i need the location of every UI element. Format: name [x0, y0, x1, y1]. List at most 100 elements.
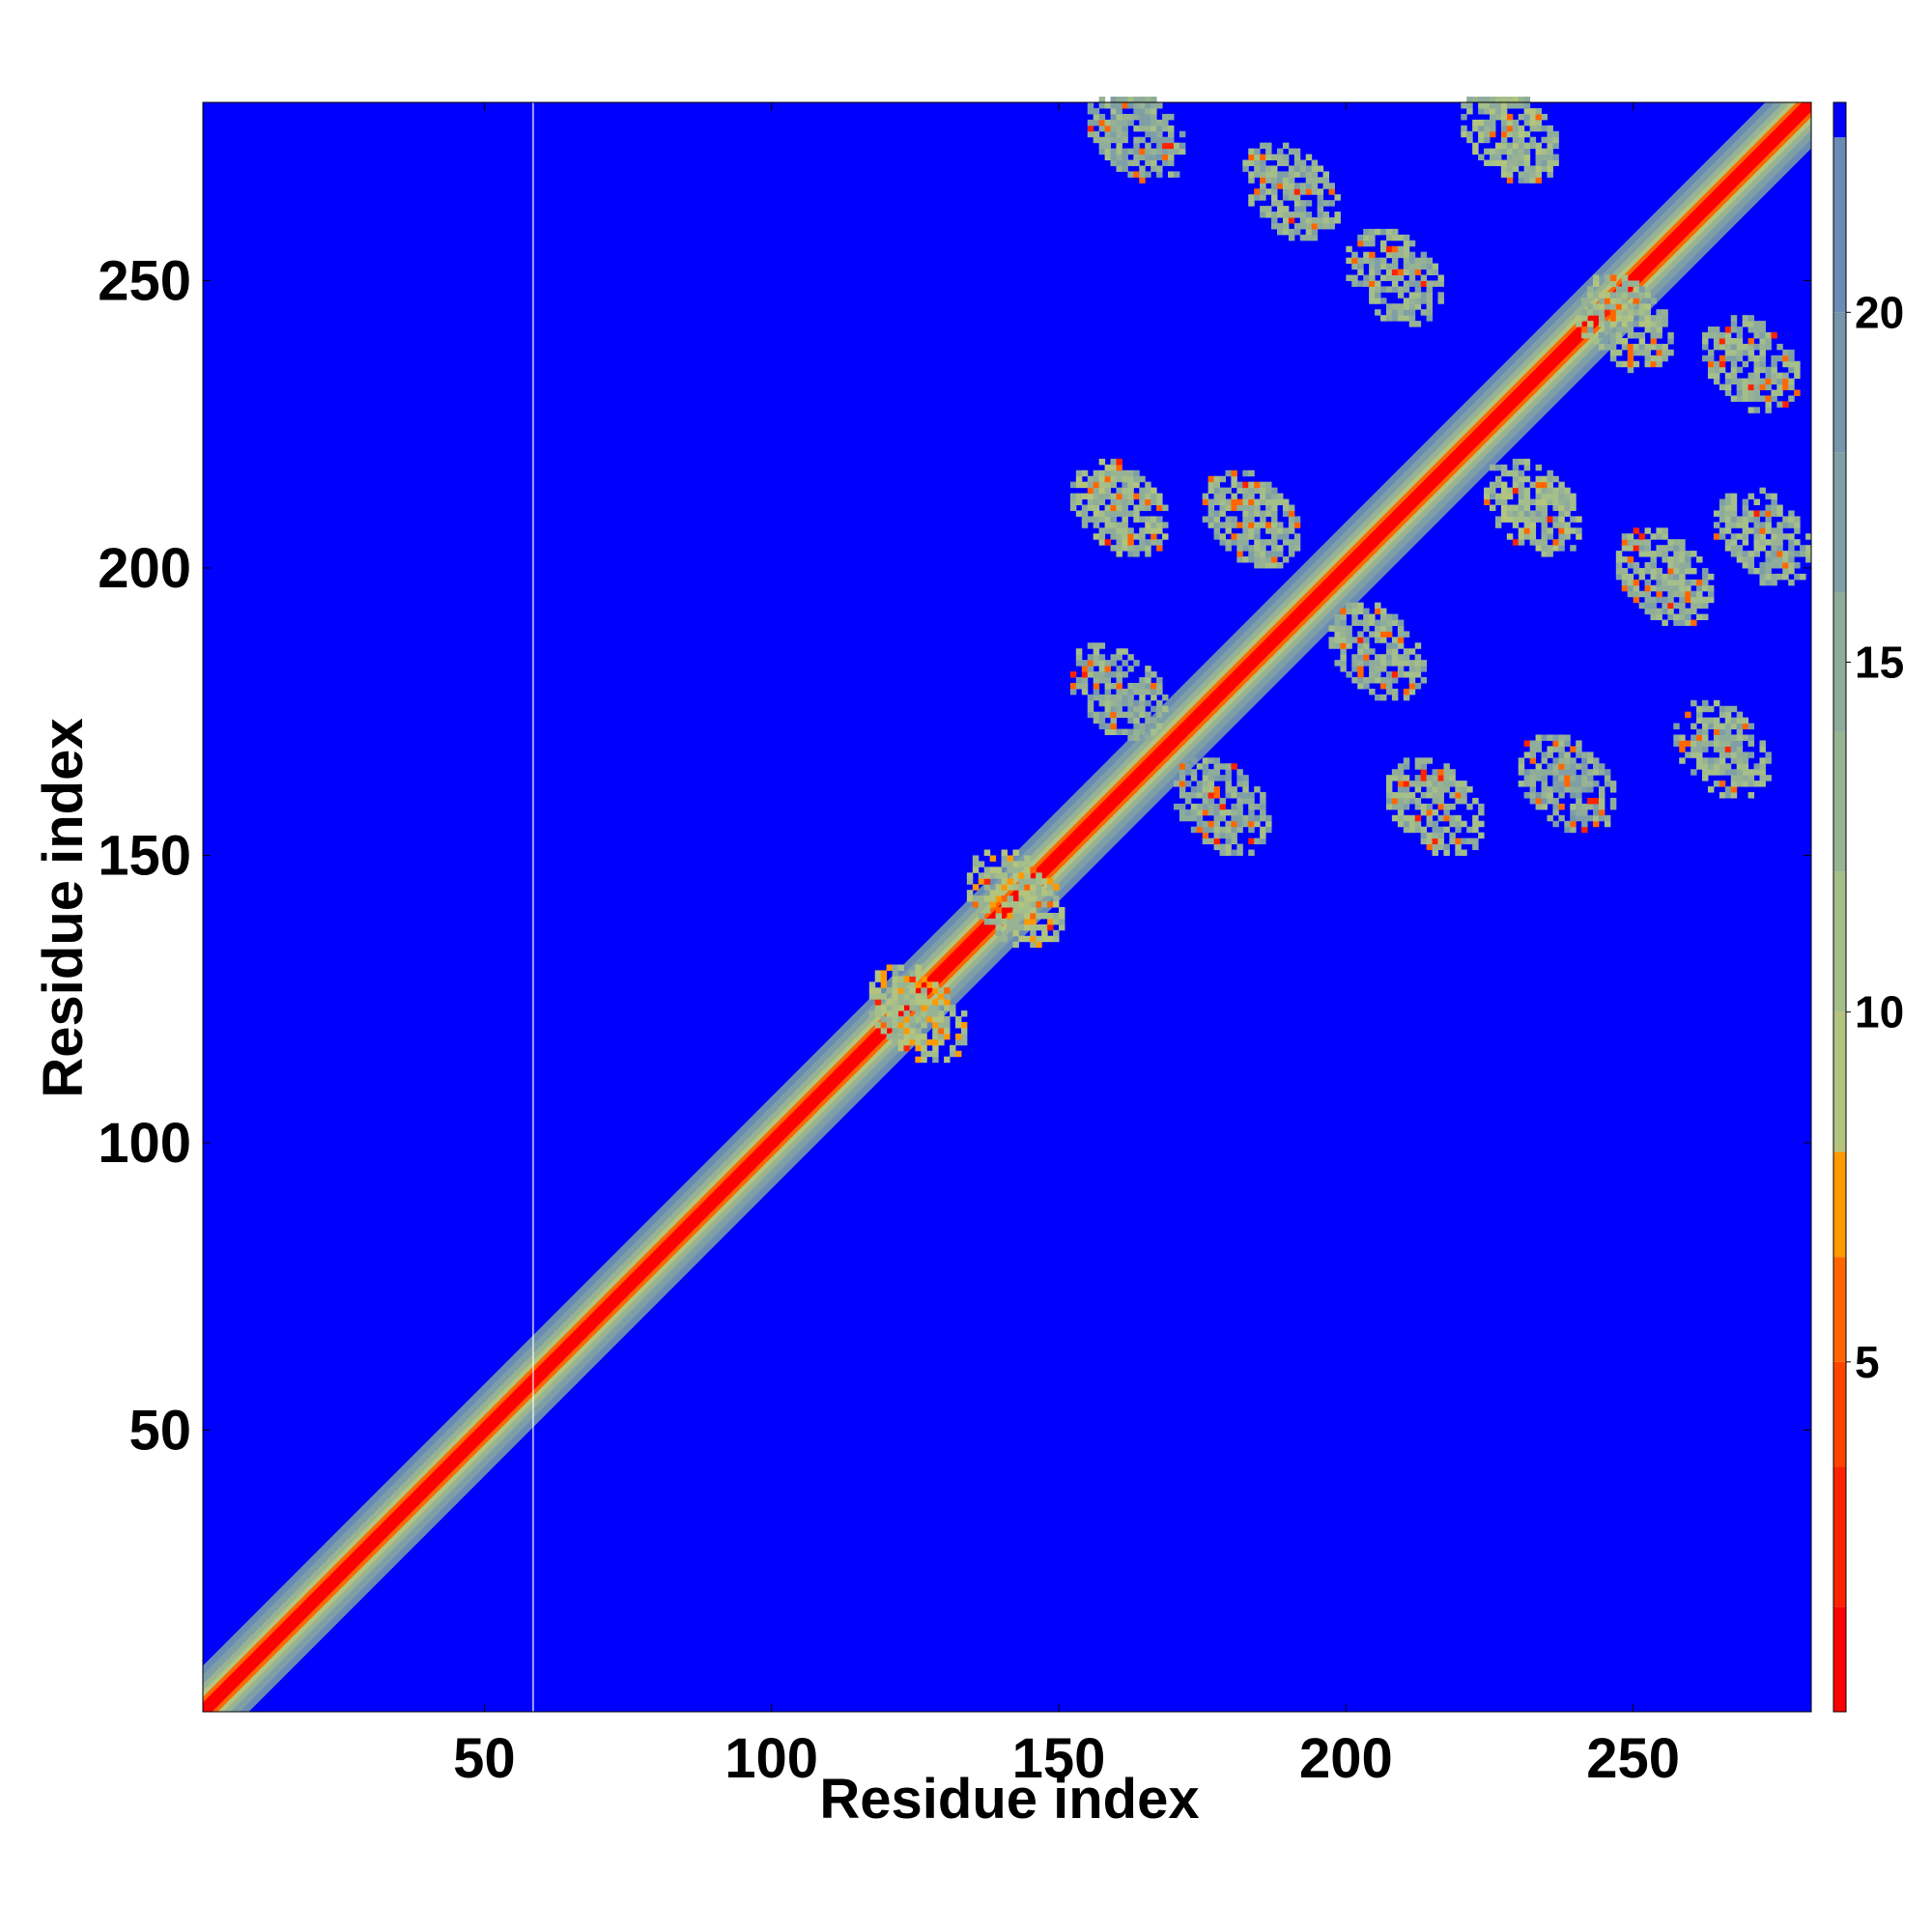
heatmap-cell — [1001, 884, 1008, 891]
heatmap-cell — [1184, 797, 1192, 805]
heatmap-cell — [1288, 148, 1295, 156]
heatmap-cell — [1116, 671, 1122, 678]
heatmap-cell — [1724, 372, 1732, 380]
heatmap-cell — [1380, 245, 1387, 253]
heatmap-cell — [1276, 206, 1284, 213]
heatmap-cell — [1736, 349, 1744, 356]
heatmap-cell — [874, 1005, 882, 1011]
heatmap-cell — [1656, 321, 1662, 327]
heatmap-cell — [1673, 723, 1680, 730]
heatmap-cell — [1535, 539, 1543, 546]
heatmap-cell — [1271, 510, 1278, 517]
heatmap-cell — [1231, 792, 1237, 799]
heatmap-cell — [1375, 637, 1381, 643]
heatmap-cell — [938, 1010, 945, 1017]
heatmap-cell — [1788, 551, 1795, 557]
heatmap-cell — [1276, 545, 1284, 552]
heatmap-cell — [1788, 533, 1795, 540]
heatmap-cell — [1098, 533, 1106, 540]
heatmap-cell — [1593, 814, 1600, 822]
heatmap-cell — [1098, 717, 1106, 724]
heatmap-cell — [1288, 234, 1295, 242]
heatmap-cell — [983, 878, 991, 885]
heatmap-cell — [1685, 562, 1691, 569]
heatmap-cell — [1162, 119, 1169, 127]
heatmap-cell — [1151, 516, 1157, 523]
heatmap-cell — [1012, 861, 1019, 867]
heatmap-cell — [1357, 631, 1364, 638]
heatmap-cell — [1357, 671, 1364, 678]
heatmap-cell — [1403, 303, 1410, 310]
heatmap-cell — [1541, 498, 1548, 505]
heatmap-cell — [932, 1050, 939, 1058]
heatmap-cell — [1771, 389, 1777, 396]
heatmap-cell — [1408, 666, 1416, 672]
heatmap-cell — [1478, 107, 1485, 115]
heatmap-cell — [1609, 803, 1617, 810]
heatmap-cell — [1747, 769, 1755, 776]
heatmap-cell — [1570, 803, 1577, 810]
heatmap-cell — [1512, 136, 1520, 144]
heatmap-cell — [1633, 527, 1640, 534]
heatmap-cell — [1380, 257, 1387, 265]
heatmap-cell — [892, 970, 899, 977]
heatmap-cell — [1162, 113, 1169, 121]
heatmap-cell — [1116, 510, 1122, 517]
heatmap-cell — [1724, 723, 1732, 730]
heatmap-cell — [1242, 481, 1249, 489]
heatmap-cell — [1604, 274, 1611, 281]
heatmap-cell — [1512, 119, 1520, 127]
heatmap-cell — [1461, 838, 1467, 845]
heatmap-cell — [1116, 539, 1122, 546]
heatmap-cell — [1747, 321, 1755, 327]
heatmap-cell — [880, 1005, 888, 1011]
heatmap-cell — [1730, 533, 1738, 540]
heatmap-cell — [1736, 769, 1744, 776]
heatmap-cell — [1805, 551, 1812, 557]
heatmap-cell — [1576, 792, 1582, 799]
heatmap-cell — [1472, 148, 1479, 156]
heatmap-cell — [1541, 786, 1548, 793]
heatmap-cell — [1426, 803, 1434, 810]
heatmap-cell — [1776, 355, 1783, 362]
heatmap-cell — [1139, 475, 1146, 483]
heatmap-cell — [1375, 625, 1381, 632]
heatmap-cell — [1139, 177, 1146, 184]
heatmap-cell — [1581, 752, 1588, 758]
heatmap-cell — [1213, 481, 1221, 489]
heatmap-cell — [1162, 533, 1169, 540]
heatmap-cell — [1662, 556, 1668, 563]
heatmap-cell — [1179, 769, 1186, 776]
heatmap-cell — [1478, 136, 1485, 144]
y-tick-label: 50 — [128, 1399, 191, 1462]
heatmap-cell — [1730, 705, 1738, 713]
heatmap-cell — [1673, 619, 1680, 626]
heatmap-cell — [1581, 775, 1588, 781]
heatmap-cell — [1500, 510, 1508, 517]
heatmap-cell — [1673, 539, 1680, 546]
heatmap-cell — [1219, 826, 1226, 834]
heatmap-cell — [1260, 142, 1266, 150]
heatmap-cell — [1713, 769, 1720, 776]
heatmap-cell — [1776, 533, 1783, 540]
heatmap-cell — [1260, 206, 1266, 213]
heatmap-cell — [1753, 551, 1760, 557]
heatmap-cell — [1242, 527, 1249, 534]
heatmap-cell — [1644, 567, 1651, 575]
heatmap-cell — [1363, 642, 1370, 649]
heatmap-cell — [1696, 613, 1703, 620]
heatmap-cell — [1122, 648, 1128, 655]
heatmap-cell — [1742, 343, 1749, 351]
heatmap-cell — [1391, 642, 1399, 649]
heatmap-cell — [1369, 251, 1376, 259]
heatmap-cell — [1242, 516, 1249, 523]
heatmap-cell — [1116, 699, 1122, 707]
heatmap-cell — [1282, 177, 1290, 184]
heatmap-cell — [1093, 113, 1100, 121]
heatmap-cell — [1679, 602, 1686, 610]
heatmap-cell — [1156, 688, 1163, 696]
heatmap-cell — [1213, 792, 1221, 799]
heatmap-cell — [1581, 309, 1588, 316]
heatmap-cell — [1719, 504, 1726, 511]
heatmap-cell — [1145, 688, 1151, 696]
